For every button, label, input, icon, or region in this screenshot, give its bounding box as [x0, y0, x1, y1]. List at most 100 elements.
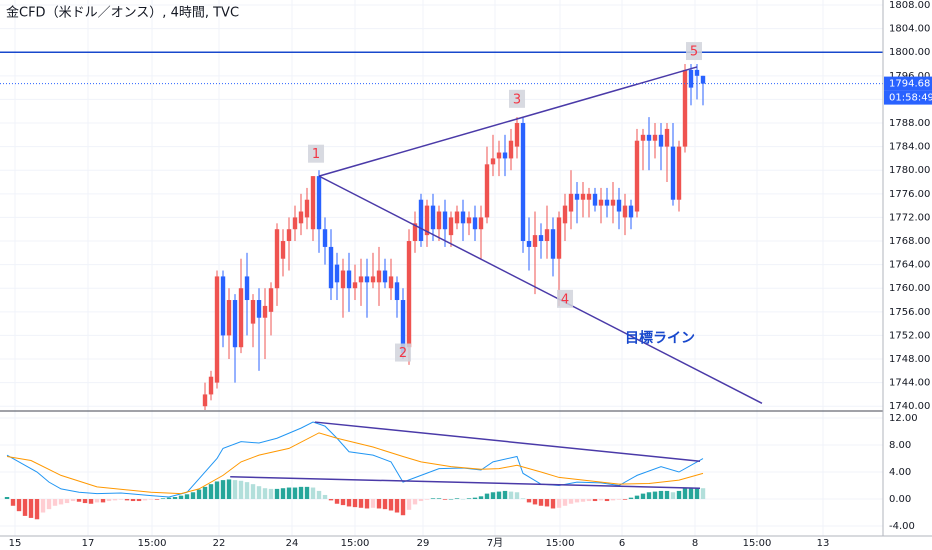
- candle-body: [544, 229, 550, 242]
- histogram-bar: [568, 499, 574, 504]
- histogram-bar: [10, 499, 16, 506]
- candle-body: [274, 229, 280, 289]
- histogram-bar: [490, 492, 496, 500]
- candle-body: [346, 270, 352, 289]
- histogram-bar: [358, 499, 364, 508]
- x-tick-label: 15:00: [743, 538, 772, 549]
- histogram-bar: [394, 499, 400, 513]
- wave-label-box: [395, 343, 412, 362]
- candle-body: [658, 134, 664, 147]
- histogram-bar: [112, 499, 118, 501]
- histogram-bar: [238, 480, 244, 500]
- histogram-bar: [100, 499, 106, 503]
- histogram-bar: [280, 488, 286, 500]
- candle-body: [670, 146, 676, 200]
- histogram-bar: [172, 496, 178, 500]
- histogram-bar: [148, 499, 154, 500]
- histogram-bar: [532, 499, 538, 505]
- candle-body: [676, 146, 682, 200]
- histogram-bar: [610, 499, 616, 501]
- candle-body: [514, 123, 520, 147]
- histogram-bar: [400, 499, 406, 516]
- x-tick-label: 6: [619, 538, 625, 549]
- candle-body: [436, 211, 442, 230]
- x-tick-label: 15: [9, 538, 22, 549]
- histogram-bar: [328, 499, 334, 501]
- histogram-bar: [376, 499, 382, 509]
- candle-body: [424, 205, 430, 236]
- candle-body: [304, 199, 310, 218]
- histogram-bar: [178, 495, 184, 500]
- x-tick-label: 13: [817, 538, 830, 549]
- x-tick-label: 15:00: [341, 538, 370, 549]
- histogram-bar: [334, 499, 340, 504]
- histogram-bar: [244, 482, 250, 500]
- x-tick-label: 15:00: [546, 538, 575, 549]
- candle-body: [364, 276, 370, 283]
- histogram-bar: [40, 499, 46, 513]
- histogram-bar: [388, 499, 394, 511]
- candle-body: [490, 158, 496, 165]
- candle-body: [316, 176, 322, 230]
- wave-label-box: [308, 144, 325, 163]
- candle-body: [256, 300, 262, 318]
- histogram-bar: [658, 490, 664, 500]
- candle-body: [448, 217, 454, 236]
- histogram-bar: [454, 498, 460, 500]
- histogram-bar: [604, 499, 610, 502]
- y-tick-label: 1796.00: [889, 71, 930, 82]
- candle-body: [454, 211, 460, 224]
- histogram-bar: [544, 499, 550, 507]
- histogram-bar: [550, 499, 556, 509]
- histogram-bar: [466, 498, 472, 500]
- x-tick-label: 15:00: [138, 538, 167, 549]
- histogram-bar: [274, 488, 280, 500]
- x-tick-label: 8: [692, 538, 698, 549]
- y-tick-label: 1768.00: [889, 236, 930, 247]
- y-tick-label: 1756.00: [889, 307, 930, 318]
- histogram-bar: [340, 499, 346, 506]
- countdown-box: [884, 90, 932, 105]
- histogram-bar: [298, 486, 304, 500]
- histogram-bar: [22, 499, 28, 516]
- histogram-bar: [526, 499, 532, 503]
- histogram-bar: [64, 499, 70, 504]
- y-tick-label: 1788.00: [889, 118, 930, 129]
- y-tick-label: 1780.00: [889, 165, 930, 176]
- candle-body: [208, 376, 214, 395]
- x-tick-label: 22: [213, 538, 226, 549]
- target-line-note: 目標ライン: [625, 329, 695, 346]
- y-tick-label: 1760.00: [889, 283, 930, 294]
- histogram-bar: [226, 479, 232, 500]
- candle-body: [268, 288, 274, 312]
- histogram-bar: [676, 490, 682, 500]
- histogram-bar: [118, 499, 124, 500]
- histogram-bar: [646, 492, 652, 500]
- histogram-bar: [70, 499, 76, 502]
- histogram-bar: [82, 499, 88, 504]
- histogram-bar: [406, 499, 412, 510]
- candle-body: [532, 235, 538, 247]
- candle-body: [556, 217, 562, 259]
- candle-body: [394, 282, 400, 301]
- histogram-bar: [310, 487, 316, 500]
- histogram-bar: [130, 499, 136, 502]
- wave-label-box: [557, 289, 574, 308]
- candle-body: [328, 246, 334, 289]
- last-price-box: [884, 76, 932, 91]
- candle-body: [226, 300, 232, 336]
- candle-body: [280, 241, 286, 259]
- histogram-bar: [34, 499, 40, 520]
- y-tick-label: 1804.00: [889, 24, 930, 35]
- histogram-bar: [436, 498, 442, 500]
- histogram-bar: [682, 488, 688, 500]
- candle-body: [700, 75, 706, 84]
- histogram-bar: [4, 496, 10, 500]
- histogram-bar: [184, 494, 190, 500]
- candle-body: [508, 140, 514, 159]
- candle-body: [292, 217, 298, 230]
- histogram-bar: [46, 499, 52, 510]
- candle-body: [598, 199, 604, 206]
- candle-body: [682, 69, 688, 147]
- histogram-bar: [508, 491, 514, 500]
